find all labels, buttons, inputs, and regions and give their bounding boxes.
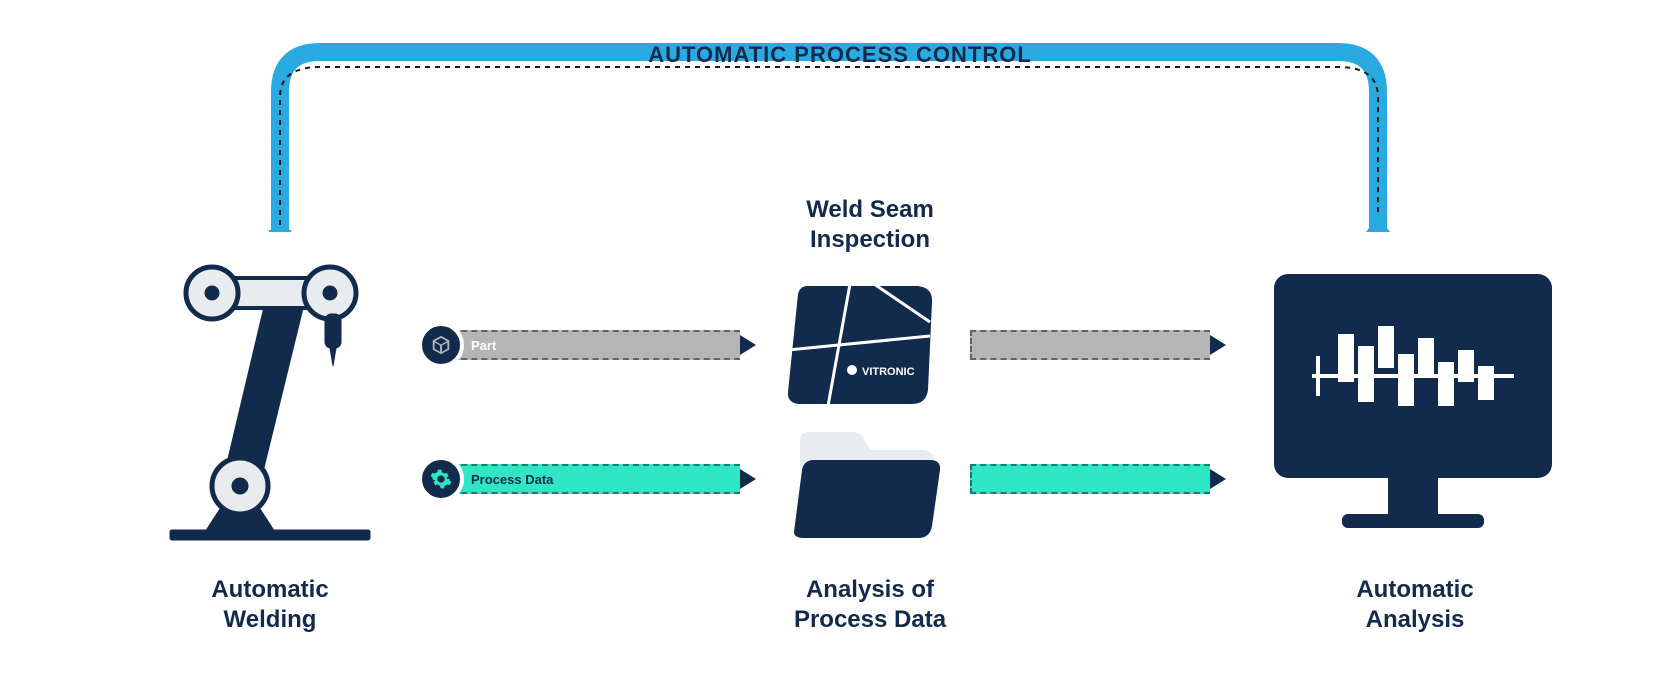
folder-icon: [790, 428, 940, 540]
flow-processdata-label: Process Data: [441, 464, 740, 494]
gear-icon: [418, 456, 464, 502]
center-bottom-label: Analysis of Process Data: [740, 575, 1000, 635]
flow-part-label: Part: [441, 330, 740, 360]
flow-part-2: [970, 326, 1226, 364]
analysis-label: Automatic Analysis: [1280, 575, 1550, 635]
inspection-label: Weld Seam Inspection: [740, 195, 1000, 255]
cube-icon: [418, 322, 464, 368]
flow-processdata-1: Process Data: [418, 460, 756, 498]
svg-text:VITRONIC: VITRONIC: [862, 366, 915, 378]
monitor-icon: [1268, 268, 1558, 548]
flow-part-1: Part: [418, 326, 756, 364]
vitronic-device-icon: VITRONIC: [780, 276, 940, 412]
robot-arm-icon: [150, 248, 410, 548]
feedback-loop-label: AUTOMATIC PROCESS CONTROL: [0, 42, 1680, 68]
welding-label: Automatic Welding: [140, 575, 400, 635]
flow-processdata-2: [970, 460, 1226, 498]
process-flow-diagram: AUTOMATIC PROCESS CONTROL: [0, 0, 1680, 700]
